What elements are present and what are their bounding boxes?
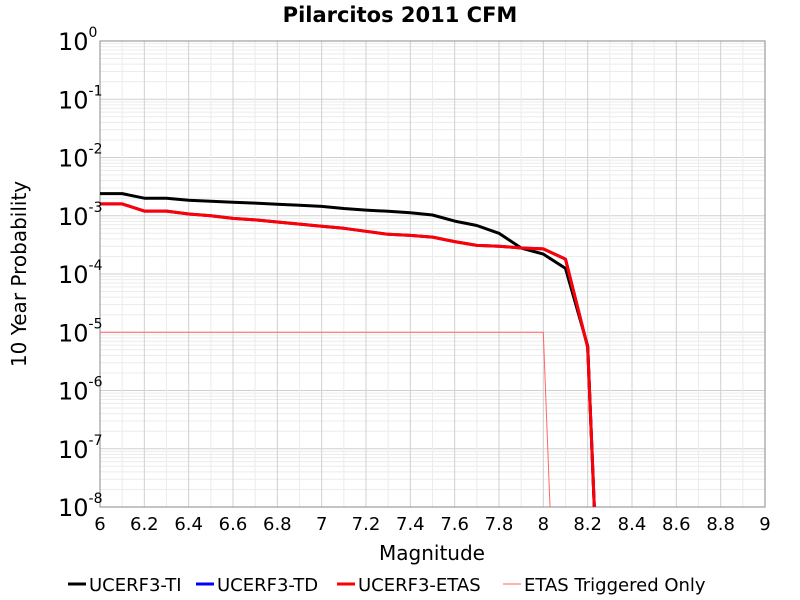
y-tick-label: 10-8 xyxy=(58,491,103,522)
chart-title: Pilarcitos 2011 CFM xyxy=(283,3,518,27)
x-tick-label: 9 xyxy=(759,514,770,535)
x-axis-label: Magnitude xyxy=(379,541,485,565)
legend-entry-label: UCERF3-TD xyxy=(217,575,318,596)
x-tick-label: 6.8 xyxy=(263,514,292,535)
series-layer xyxy=(100,192,596,508)
grid xyxy=(99,40,766,508)
x-tick-label: 6.6 xyxy=(219,514,248,535)
y-tick-label: 10-3 xyxy=(58,200,103,231)
x-tick-labels: 6 6.2 6.4 6.6 6.8 7 7.2 7.4 7.6 7.8 8 8.2 8.4 8.6 8.8 9 xyxy=(94,514,770,535)
x-tick-label: 6.4 xyxy=(174,514,203,535)
x-tick-label: 8.4 xyxy=(618,514,647,535)
y-tick-label: 10-7 xyxy=(58,433,103,464)
y-tick-label: 10-4 xyxy=(58,258,103,289)
y-tick-label: 10-2 xyxy=(58,142,103,173)
series-line xyxy=(100,192,596,508)
y-tick-labels: 100 10-1 10-2 10-3 10-4 10-5 10-6 10-7 10-8 xyxy=(58,25,103,522)
x-tick-label: 8.2 xyxy=(573,514,602,535)
x-tick-label: 7.4 xyxy=(396,514,425,535)
y-tick-label: 10-1 xyxy=(58,83,103,114)
x-tick-label: 7 xyxy=(316,514,327,535)
x-tick-label: 8.6 xyxy=(662,514,691,535)
x-tick-label: 6.2 xyxy=(130,514,159,535)
x-tick-label: 7.6 xyxy=(440,514,469,535)
x-tick-label: 8 xyxy=(538,514,549,535)
series-line xyxy=(100,202,596,508)
y-axis-label: 10 Year Probability xyxy=(7,181,31,367)
y-tick-label: 10-5 xyxy=(58,316,103,347)
legend: UCERF3-TI UCERF3-TD UCERF3-ETAS ETAS Trigge… xyxy=(68,575,706,596)
x-tick-label: 7.8 xyxy=(485,514,514,535)
x-tick-label: 7.2 xyxy=(352,514,381,535)
legend-entry-label: UCERF3-ETAS xyxy=(358,575,481,596)
x-tick-label: 6 xyxy=(94,514,105,535)
x-tick-label: 8.8 xyxy=(706,514,735,535)
legend-entry-label: ETAS Triggered Only xyxy=(524,575,706,596)
y-tick-label: 10-6 xyxy=(58,375,103,406)
legend-entry-label: UCERF3-TI xyxy=(89,575,182,596)
plot-area-frame xyxy=(99,40,766,508)
y-tick-label: 100 xyxy=(58,25,97,56)
series-line xyxy=(100,331,551,508)
